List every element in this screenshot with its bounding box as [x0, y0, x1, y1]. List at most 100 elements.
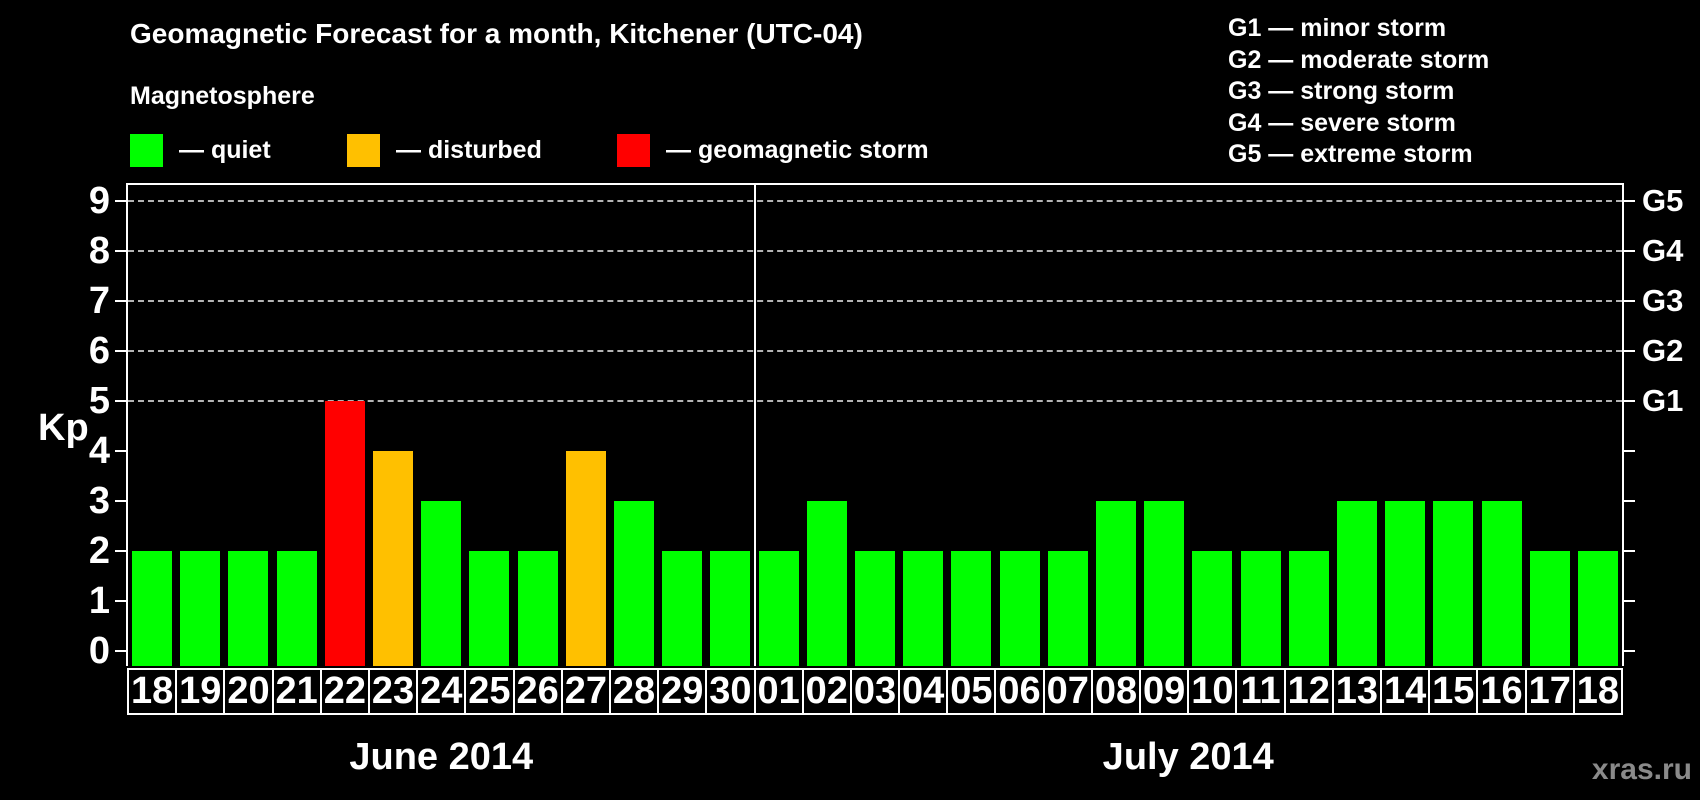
y-tick [115, 650, 126, 652]
kp-bar-20 [228, 551, 269, 666]
kp-bar-27 [565, 451, 606, 666]
day-label-23: 23 [367, 668, 419, 715]
right-tick [1624, 250, 1635, 252]
day-label-21: 21 [271, 668, 322, 715]
day-label-14: 14 [1380, 668, 1431, 715]
legend-label: — disturbed [396, 135, 542, 164]
kp-bar-14 [1385, 501, 1426, 666]
day-label-11: 11 [1235, 668, 1286, 715]
g-legend-line-g1: G1 — minor storm [1228, 14, 1447, 42]
kp-bar-08 [1095, 501, 1136, 666]
kp-bar-09 [1144, 501, 1185, 666]
kp-bar-11 [1240, 551, 1281, 666]
day-label-09: 09 [1139, 668, 1190, 715]
kp-bar-18 [1577, 551, 1618, 666]
magnetosphere-heading: Magnetosphere [130, 82, 315, 110]
legend-label: — quiet [179, 135, 271, 164]
kp-bar-23 [373, 451, 414, 666]
kp-bar-25 [469, 551, 510, 666]
legend-label: — geomagnetic storm [666, 135, 929, 164]
day-label-30: 30 [705, 668, 756, 715]
g-level-label-g2: G2 [1642, 333, 1684, 368]
g-level-label-g5: G5 [1642, 183, 1684, 218]
legend-item-disturbed: — disturbed [347, 133, 542, 167]
y-tick-label-0: 0 [88, 630, 110, 672]
gridline-kp-5 [128, 400, 1622, 402]
chart-title: Geomagnetic Forecast for a month, Kitche… [130, 18, 863, 49]
g-legend-line-g5: G5 — extreme storm [1228, 140, 1473, 168]
watermark-xras: xras.ru [1591, 753, 1692, 786]
y-tick-label-9: 9 [88, 180, 110, 222]
kp-bar-12 [1288, 551, 1329, 666]
day-label-06: 06 [994, 668, 1045, 715]
gridline-kp-6 [128, 350, 1622, 352]
right-tick [1624, 400, 1635, 402]
legend-swatch-quiet [130, 133, 163, 167]
y-tick-label-4: 4 [88, 430, 110, 472]
kp-bar-01 [758, 551, 799, 666]
day-label-22: 22 [319, 668, 370, 715]
y-tick [115, 500, 126, 502]
gridline-kp-8 [128, 250, 1622, 252]
day-label-08: 08 [1090, 668, 1142, 715]
day-label-28: 28 [608, 668, 660, 715]
day-label-19: 19 [175, 668, 226, 715]
kp-bar-21 [276, 551, 317, 666]
day-label-17: 17 [1524, 668, 1575, 715]
day-label-12: 12 [1283, 668, 1334, 715]
right-tick [1624, 500, 1635, 502]
kp-bar-04 [903, 551, 944, 666]
kp-bar-05 [951, 551, 992, 666]
y-tick-label-5: 5 [88, 380, 110, 422]
kp-bar-26 [517, 551, 558, 666]
right-tick [1624, 450, 1635, 452]
y-tick [115, 450, 126, 452]
day-label-04: 04 [898, 668, 949, 715]
kp-bar-16 [1481, 501, 1522, 666]
plot-area [126, 183, 1624, 666]
day-label-10: 10 [1187, 668, 1238, 715]
day-label-16: 16 [1476, 668, 1527, 715]
y-tick [115, 250, 126, 252]
y-tick-label-3: 3 [88, 480, 110, 522]
y-tick [115, 300, 126, 302]
right-tick [1624, 200, 1635, 202]
kp-bar-19 [180, 551, 221, 666]
kp-bar-18 [132, 551, 173, 666]
y-tick [115, 400, 126, 402]
day-label-26: 26 [512, 668, 563, 715]
g-level-label-g1: G1 [1642, 383, 1684, 418]
right-tick [1624, 300, 1635, 302]
y-tick-label-8: 8 [88, 230, 110, 272]
kp-bar-28 [614, 501, 655, 666]
day-label-18: 18 [127, 668, 178, 715]
y-axis-label-kp: Kp [38, 407, 89, 449]
day-label-18: 18 [1572, 668, 1623, 715]
day-label-20: 20 [223, 668, 274, 715]
kp-bar-03 [855, 551, 895, 666]
day-label-02: 02 [801, 668, 852, 715]
day-label-13: 13 [1331, 668, 1383, 715]
month-label-july: July 2014 [1102, 736, 1274, 778]
legend-swatch-storm [617, 133, 650, 167]
legend-item-storm: — geomagnetic storm [617, 133, 929, 167]
g-legend-line-g4: G4 — severe storm [1228, 108, 1456, 137]
y-tick [115, 600, 126, 602]
right-tick [1624, 550, 1635, 552]
y-tick-label-1: 1 [88, 580, 110, 622]
day-label-24: 24 [416, 668, 467, 715]
kp-bar-30 [710, 551, 751, 666]
kp-bar-22 [324, 401, 365, 666]
right-tick [1624, 600, 1635, 602]
legend-swatch-disturbed [347, 133, 380, 167]
day-label-03: 03 [849, 668, 901, 715]
y-tick-label-6: 6 [88, 330, 110, 372]
g-level-label-g3: G3 [1642, 283, 1684, 318]
day-label-01: 01 [753, 668, 804, 715]
g-legend-line-g3: G3 — strong storm [1228, 77, 1455, 105]
legend-item-quiet: — quiet [130, 133, 271, 167]
kp-bar-15 [1433, 501, 1474, 666]
day-label-05: 05 [946, 668, 997, 715]
right-tick [1624, 650, 1635, 652]
y-tick [115, 350, 126, 352]
